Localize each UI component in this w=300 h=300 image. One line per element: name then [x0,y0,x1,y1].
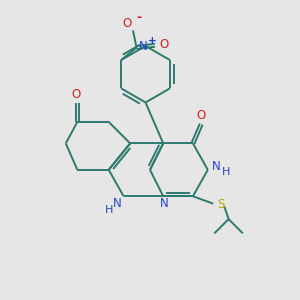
Text: +: + [148,36,157,46]
Text: -: - [136,11,142,24]
Text: O: O [71,88,80,101]
Text: N: N [159,197,168,210]
Text: O: O [123,17,132,30]
Text: O: O [159,38,169,51]
Text: N: N [113,197,122,210]
Text: N: N [212,160,221,173]
Text: S: S [217,198,224,211]
Text: H: H [222,167,230,177]
Text: H: H [104,205,113,214]
Text: N: N [139,40,148,53]
Text: O: O [196,109,206,122]
